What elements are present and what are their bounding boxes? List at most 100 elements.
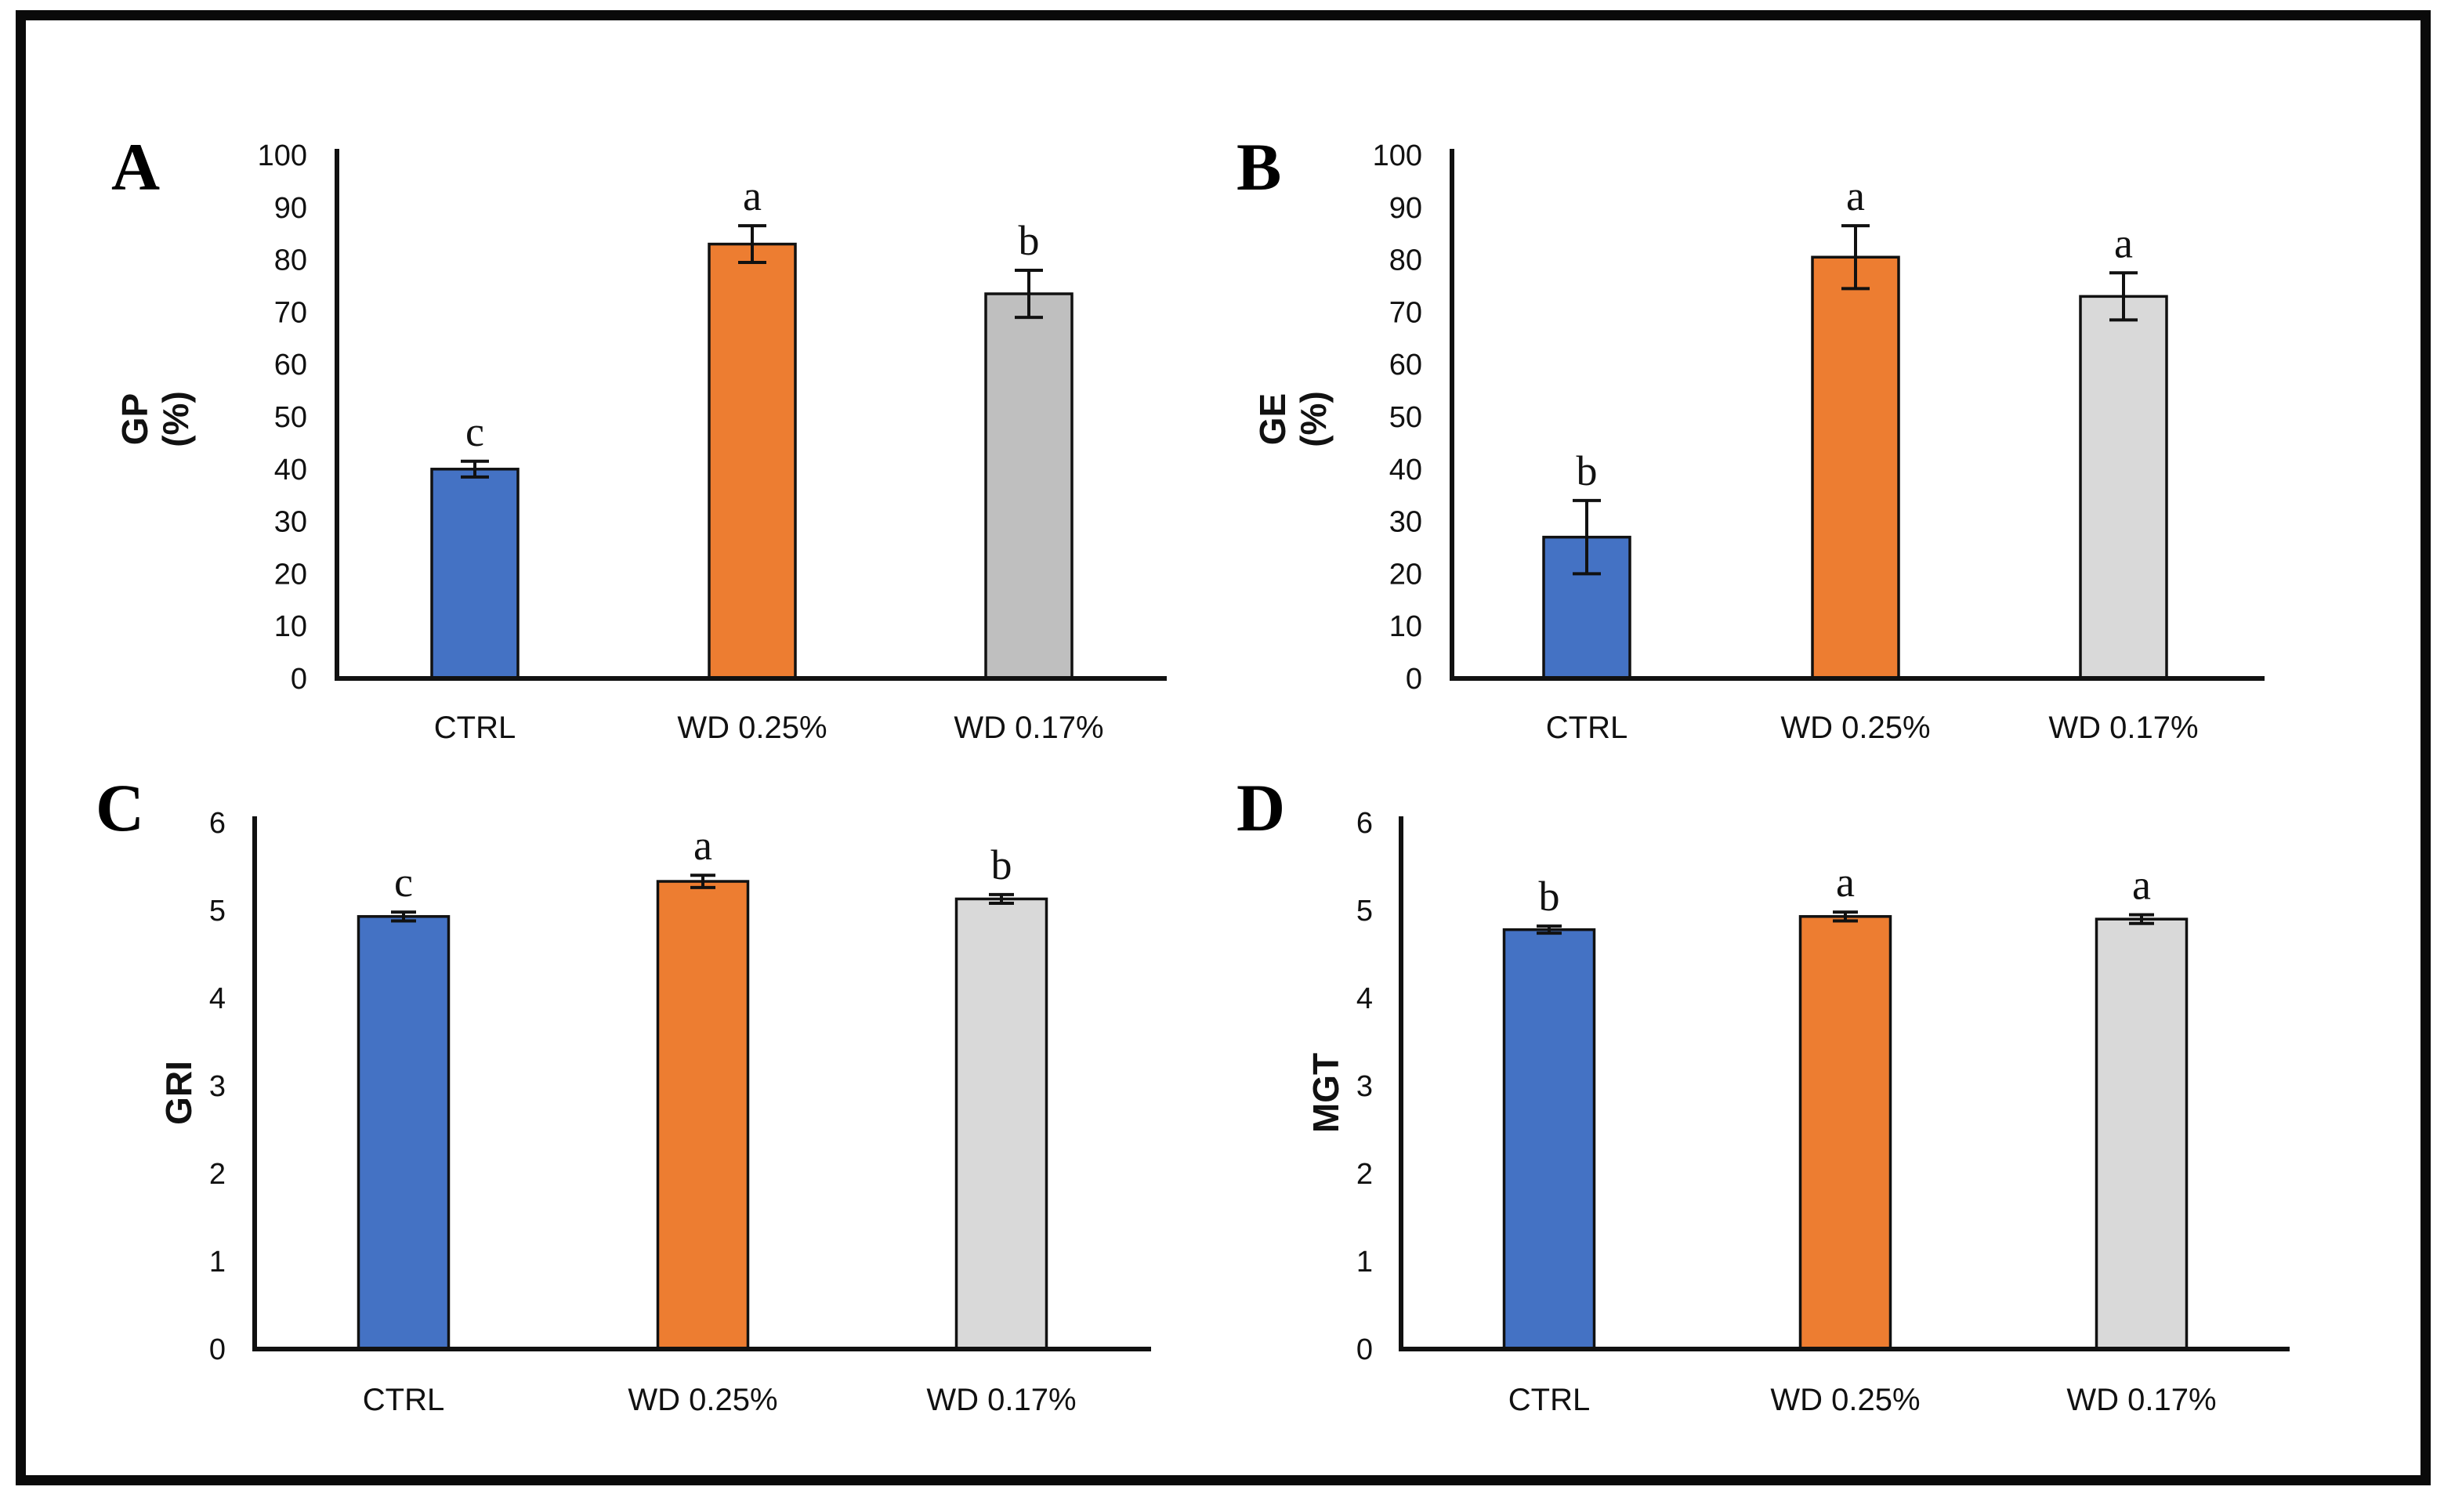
sig-letter-C-2: b (991, 841, 1012, 888)
y-tick-label-A-40: 40 (274, 454, 307, 487)
y-axis-title-gp-line1: GP (114, 392, 155, 446)
panel-letter-a: A (111, 129, 161, 204)
bar-D-2 (2095, 917, 2189, 1351)
bar-C-1 (656, 880, 750, 1351)
error-bar-B-1 (1841, 224, 1870, 291)
y-tick-label-C-4: 4 (209, 982, 226, 1015)
bar-A-0 (430, 468, 520, 680)
y-tick-label-B-10: 10 (1389, 610, 1422, 643)
y-tick-label-B-50: 50 (1389, 401, 1422, 434)
y-tick-label-D-2: 2 (1356, 1158, 1373, 1191)
sig-letter-B-2: a (2114, 219, 2133, 266)
sig-letter-B-0: b (1577, 447, 1598, 494)
y-tick-label-A-0: 0 (291, 663, 307, 696)
sig-letter-D-1: a (1836, 859, 1855, 906)
y-tick-label-A-30: 30 (274, 506, 307, 539)
y-tick-label-A-50: 50 (274, 401, 307, 434)
sig-letter-A-0: c (465, 408, 484, 455)
sig-letter-C-0: c (394, 859, 413, 906)
error-bar-D-2 (2129, 913, 2154, 925)
bar-B-1 (1811, 255, 1900, 680)
panel-letter-b: B (1236, 129, 1282, 204)
y-tick-label-A-70: 70 (274, 296, 307, 329)
sig-letter-D-2: a (2132, 862, 2151, 909)
x-label-D-0: CTRL (1508, 1383, 1590, 1417)
error-bar-C-1 (690, 874, 715, 889)
y-tick-label-B-20: 20 (1389, 558, 1422, 591)
y-tick-label-D-1: 1 (1356, 1246, 1373, 1279)
sig-letter-A-1: a (743, 172, 762, 219)
x-label-D-2: WD 0.17% (2066, 1383, 2216, 1417)
error-bar-A-2 (1015, 268, 1043, 320)
x-label-C-0: CTRL (363, 1383, 444, 1417)
x-label-C-2: WD 0.17% (926, 1383, 1076, 1417)
x-label-A-0: CTRL (434, 711, 516, 745)
y-axis-title-mgt-line1: MGT (1305, 1052, 1346, 1134)
y-tick-label-C-1: 1 (209, 1246, 226, 1279)
error-bar-C-0 (391, 910, 416, 923)
y-tick-label-B-100: 100 (1373, 139, 1422, 172)
y-tick-label-B-90: 90 (1389, 192, 1422, 225)
error-bar-D-0 (1537, 924, 1562, 935)
y-axis-title-gri-line1: GRI (158, 1061, 199, 1125)
bar-D-1 (1798, 915, 1892, 1351)
y-tick-label-D-4: 4 (1356, 982, 1373, 1015)
error-bar-A-1 (738, 224, 766, 264)
y-tick-label-B-0: 0 (1406, 663, 1422, 696)
y-tick-label-C-5: 5 (209, 895, 226, 928)
error-bar-B-0 (1573, 498, 1601, 576)
error-bar-B-2 (2109, 271, 2138, 322)
x-label-C-1: WD 0.25% (628, 1383, 777, 1417)
error-bar-A-0 (461, 459, 489, 479)
y-tick-label-A-20: 20 (274, 558, 307, 591)
y-tick-label-B-80: 80 (1389, 244, 1422, 277)
panel-B-chart: 0 10 20 30 40 50 60 70 80 90 100 b CTRL a WD 0.25% a WD … (1373, 139, 2265, 745)
x-label-A-2: WD 0.17% (954, 711, 1103, 745)
y-tick-label-A-90: 90 (274, 192, 307, 225)
x-label-A-1: WD 0.25% (677, 711, 827, 745)
y-tick-label-A-60: 60 (274, 349, 307, 382)
bar-C-0 (357, 915, 451, 1351)
y-tick-label-D-0: 0 (1356, 1333, 1373, 1366)
x-label-B-1: WD 0.25% (1780, 711, 1930, 745)
y-tick-label-B-70: 70 (1389, 296, 1422, 329)
y-tick-label-A-80: 80 (274, 244, 307, 277)
panel-A-chart: 0 10 20 30 40 50 60 70 80 90 100 c CTRL a WD 0.25% b WD … (258, 139, 1167, 745)
error-bar-C-2 (989, 892, 1014, 906)
bar-B-2 (2079, 295, 2168, 680)
y-axis-title-gri: GRI (158, 1061, 199, 1125)
y-tick-label-D-6: 6 (1356, 807, 1373, 840)
bar-C-2 (954, 897, 1048, 1351)
y-tick-label-D-5: 5 (1356, 895, 1373, 928)
sig-letter-A-2: b (1019, 217, 1040, 264)
y-axis-title-mgt: MGT (1305, 1053, 1346, 1133)
y-tick-label-B-60: 60 (1389, 349, 1422, 382)
sig-letter-D-0: b (1539, 873, 1560, 920)
y-tick-label-B-40: 40 (1389, 454, 1422, 487)
y-axis-title-gp-line2: (%) (155, 391, 196, 447)
y-tick-label-B-30: 30 (1389, 506, 1422, 539)
y-axis-title-ge-line2: (%) (1293, 391, 1334, 447)
y-tick-label-A-100: 100 (258, 139, 307, 172)
panel-letter-c: C (96, 770, 145, 845)
sig-letter-C-1: a (693, 822, 712, 869)
bar-A-2 (984, 292, 1074, 680)
bar-A-1 (708, 242, 797, 680)
x-label-B-2: WD 0.17% (2048, 711, 2198, 745)
y-axis-title-gp: GP (%) (114, 391, 196, 447)
y-tick-label-C-3: 3 (209, 1070, 226, 1103)
y-tick-label-C-0: 0 (209, 1333, 226, 1366)
sig-letter-B-1: a (1846, 172, 1865, 219)
error-bar-D-1 (1833, 910, 1858, 923)
y-tick-label-A-10: 10 (274, 610, 307, 643)
panel-D-chart: 0 1 2 3 4 5 6 b CTRL a WD 0.25% a WD 0.17% (1356, 807, 2290, 1417)
y-tick-label-C-2: 2 (209, 1158, 226, 1191)
panel-letter-d: D (1236, 770, 1286, 845)
y-axis-title-ge: GE (%) (1252, 391, 1334, 447)
x-label-D-1: WD 0.25% (1770, 1383, 1920, 1417)
bar-D-0 (1502, 928, 1596, 1351)
x-label-B-0: CTRL (1546, 711, 1628, 745)
y-axis-title-ge-line1: GE (1252, 392, 1293, 446)
